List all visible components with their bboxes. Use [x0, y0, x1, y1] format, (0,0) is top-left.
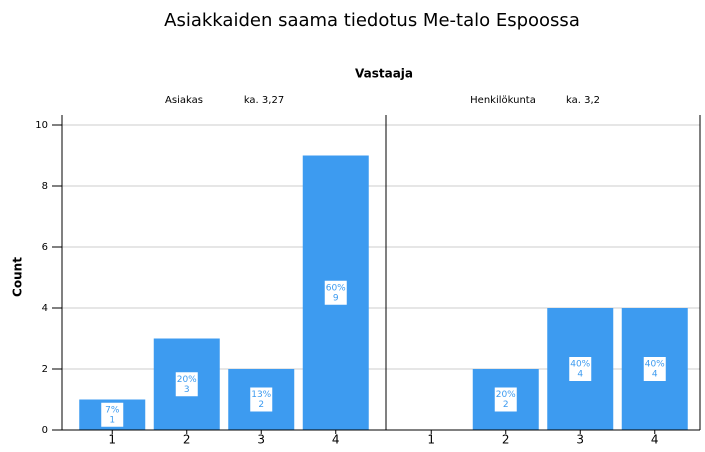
- panel-note: ka. 3,2: [566, 95, 600, 106]
- y-tick-label: 0: [42, 425, 48, 436]
- chart-title: Asiakkaiden saama tiedotus Me-talo Espoo…: [164, 10, 580, 31]
- data-label-box: [324, 280, 347, 305]
- data-label: 3: [184, 385, 190, 395]
- y-tick-label: 2: [42, 364, 48, 375]
- x-tick-label: 2: [183, 433, 191, 447]
- x-tick-label: 3: [576, 433, 584, 447]
- y-tick-label: 10: [35, 120, 48, 131]
- data-label: 20%: [177, 375, 197, 385]
- data-label: 40%: [645, 360, 665, 370]
- x-tick-label: 4: [651, 433, 659, 447]
- x-tick-label: 4: [332, 433, 340, 447]
- panel-note: ka. 3,27: [244, 95, 284, 106]
- data-label: 1: [109, 415, 115, 425]
- data-label: 60%: [326, 283, 346, 293]
- x-tick-label: 1: [108, 433, 116, 447]
- data-label: 4: [577, 370, 583, 380]
- panel-name: Asiakas: [165, 95, 203, 106]
- x-tick-label: 2: [502, 433, 510, 447]
- data-label: 40%: [570, 360, 590, 370]
- y-tick-label: 6: [42, 242, 48, 253]
- x-tick-label: 1: [427, 433, 435, 447]
- data-label: 7%: [105, 405, 120, 415]
- data-label: 2: [258, 400, 264, 410]
- data-label-box: [175, 372, 198, 397]
- data-label: 20%: [496, 390, 516, 400]
- x-tick-label: 3: [257, 433, 265, 447]
- data-label-box: [494, 387, 517, 412]
- y-axis-label: Count: [11, 257, 25, 297]
- data-label-box: [250, 387, 273, 412]
- panel-name: Henkilökunta: [470, 95, 536, 106]
- data-label-box: [643, 357, 666, 381]
- y-tick-label: 8: [42, 181, 48, 192]
- y-tick-label: 4: [42, 303, 48, 314]
- data-label: 4: [652, 370, 658, 380]
- panel-title: Vastaaja: [355, 67, 413, 81]
- data-label: 2: [503, 400, 509, 410]
- data-label-box: [569, 357, 592, 381]
- data-label: 13%: [251, 390, 271, 400]
- data-label: 9: [333, 293, 339, 303]
- data-label-box: [101, 402, 124, 427]
